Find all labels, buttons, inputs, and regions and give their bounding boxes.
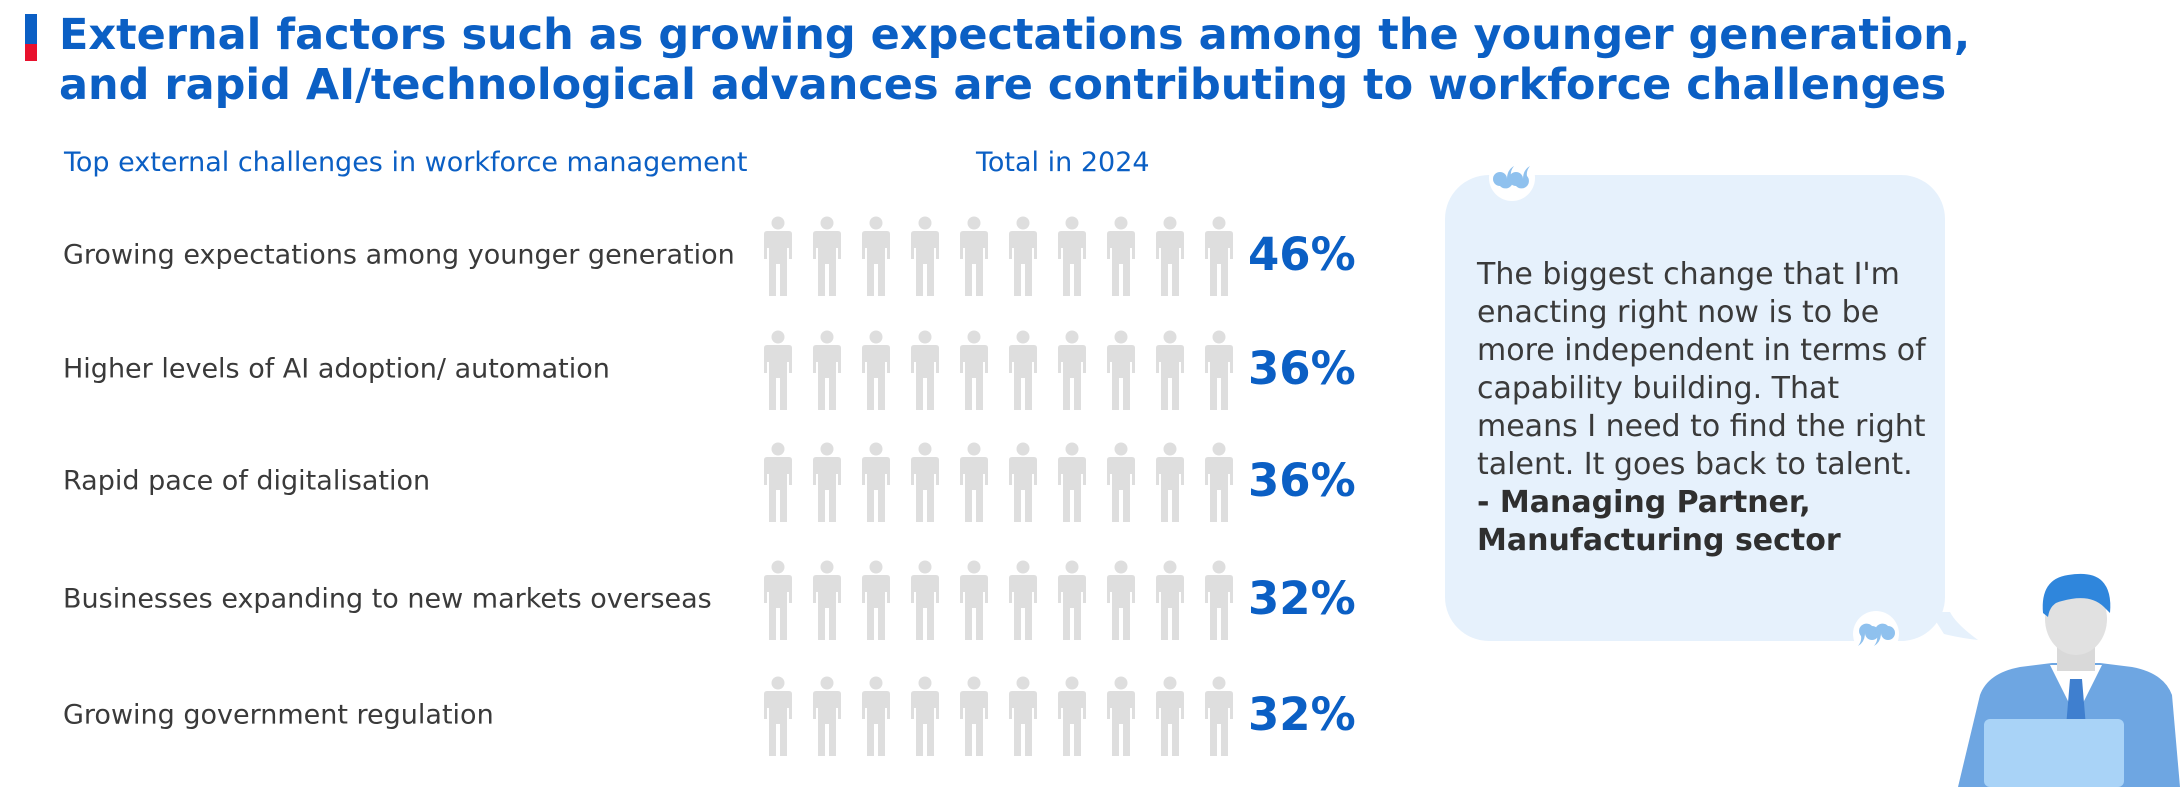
person-icon <box>1058 330 1086 410</box>
person-icon <box>1009 560 1037 640</box>
person-icon <box>1205 442 1233 522</box>
pictograph-chart: Growing expectations among younger gener… <box>63 216 1356 756</box>
quote-body: The biggest change that I'm enacting rig… <box>1477 257 1926 482</box>
person-icon <box>911 216 939 296</box>
page-title: External factors such as growing expecta… <box>59 10 1971 110</box>
person-icon <box>1107 216 1135 296</box>
quote-text: The biggest change that I'm enacting rig… <box>1477 256 1937 560</box>
chart-title: Top external challenges in workforce man… <box>64 147 748 178</box>
person-icon <box>1156 216 1184 296</box>
series-label: Total in 2024 <box>976 147 1150 178</box>
person-icon <box>1205 216 1233 296</box>
person-icon <box>911 560 939 640</box>
category-label: Growing expectations among younger gener… <box>63 240 735 271</box>
person-icon <box>1205 676 1233 756</box>
person-icon <box>1156 442 1184 522</box>
value-label: 32% <box>1248 688 1356 741</box>
person-icon <box>1058 216 1086 296</box>
person-icon <box>813 442 841 522</box>
bubble-tail <box>1930 612 1978 640</box>
close-quote-icon <box>1853 611 1899 657</box>
person-icon <box>813 330 841 410</box>
person-icon <box>764 676 792 756</box>
person-icon <box>1156 676 1184 756</box>
person-icon <box>1107 330 1135 410</box>
person-icon <box>1205 560 1233 640</box>
quote-attribution: - Managing Partner, Manufacturing sector <box>1477 485 1841 558</box>
person-icon <box>1205 330 1233 410</box>
person-icon <box>960 330 988 410</box>
title-accent-red <box>25 44 37 61</box>
manager-avatar <box>1958 573 2180 787</box>
person-icon <box>1107 560 1135 640</box>
person-icon <box>1009 216 1037 296</box>
person-icon <box>1009 442 1037 522</box>
person-icon <box>911 442 939 522</box>
person-icon <box>813 560 841 640</box>
quote-bubble <box>1445 175 1945 641</box>
person-icon <box>764 216 792 296</box>
person-icon <box>1009 676 1037 756</box>
category-label: Higher levels of AI adoption/ automation <box>63 354 610 385</box>
person-icon <box>813 676 841 756</box>
title-accent-bar <box>25 14 37 61</box>
person-icon <box>764 442 792 522</box>
category-label: Businesses expanding to new markets over… <box>63 584 712 615</box>
person-icon <box>764 560 792 640</box>
person-icon <box>960 216 988 296</box>
person-icon <box>911 330 939 410</box>
person-icon <box>1009 330 1037 410</box>
person-icon <box>960 560 988 640</box>
person-icon <box>1058 676 1086 756</box>
person-icon <box>862 442 890 522</box>
person-icon <box>862 560 890 640</box>
person-icon <box>1058 442 1086 522</box>
person-icon <box>862 330 890 410</box>
person-icon <box>911 676 939 756</box>
value-label: 32% <box>1248 572 1356 625</box>
person-icon <box>862 216 890 296</box>
person-icon <box>960 676 988 756</box>
person-icon <box>1058 560 1086 640</box>
person-icon <box>1107 442 1135 522</box>
person-icon <box>813 216 841 296</box>
person-icon <box>764 330 792 410</box>
category-label: Growing government regulation <box>63 700 494 731</box>
value-label: 36% <box>1248 342 1356 395</box>
person-icon <box>1107 676 1135 756</box>
person-icon <box>1156 330 1184 410</box>
person-icon <box>862 676 890 756</box>
category-label: Rapid pace of digitalisation <box>63 466 430 497</box>
value-label: 46% <box>1248 228 1356 281</box>
value-label: 36% <box>1248 454 1356 507</box>
open-quote-icon <box>1489 155 1535 201</box>
person-icon <box>1156 560 1184 640</box>
person-icon <box>960 442 988 522</box>
